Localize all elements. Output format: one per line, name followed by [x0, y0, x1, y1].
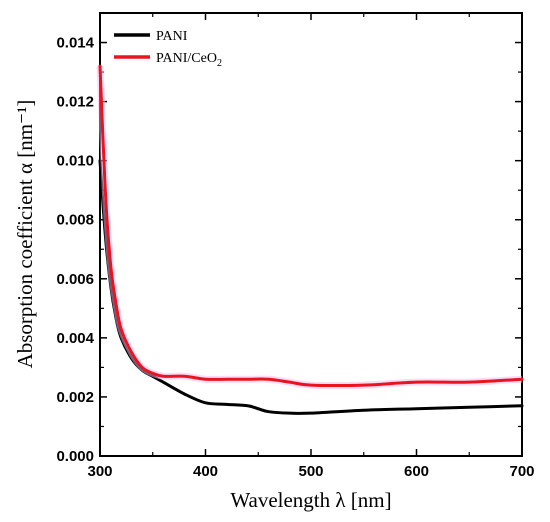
- y-tick-label: 0.010: [56, 153, 94, 170]
- legend-label-pani-ceo2: PANI/CeO2: [156, 51, 222, 69]
- x-tick-label: 600: [404, 463, 429, 480]
- legend-label-pani-ceo2-main: PANI/CeO: [156, 51, 217, 66]
- y-tick-label: 0.002: [56, 389, 94, 406]
- x-tick-label: 500: [298, 463, 323, 480]
- y-tick-label: 0.012: [56, 94, 94, 111]
- legend-label-pani-ceo2-subscript: 2: [217, 58, 222, 69]
- x-axis-title: Wavelength λ [nm]: [230, 488, 391, 512]
- x-tick-label: 700: [509, 463, 534, 480]
- x-tick-label: 300: [87, 463, 112, 480]
- legend: PANI PANI/CeO2: [114, 29, 222, 69]
- y-tick-label: 0.004: [56, 330, 94, 347]
- y-tick-label: 0.014: [56, 35, 94, 52]
- legend-label-pani: PANI: [156, 29, 188, 44]
- y-tick-label: 0.006: [56, 271, 94, 288]
- x-tick-label: 400: [193, 463, 218, 480]
- y-axis-ticks: 0.000 0.002 0.004 0.006 0.008 0.010 0.012 0.014: [56, 35, 522, 465]
- series-band-pani-ceo2: [96, 66, 523, 389]
- data-series: [96, 64, 524, 415]
- series-line-pani-ceo2: [98, 64, 524, 387]
- y-tick-label: 0.008: [56, 212, 94, 229]
- plot-frame: [99, 12, 523, 457]
- x-axis-ticks: 300 400 500 600 700: [87, 13, 535, 480]
- y-tick-label: 0.000: [56, 448, 94, 465]
- y-axis-title: Absorption coefficient α [nm⁻¹]: [13, 100, 37, 369]
